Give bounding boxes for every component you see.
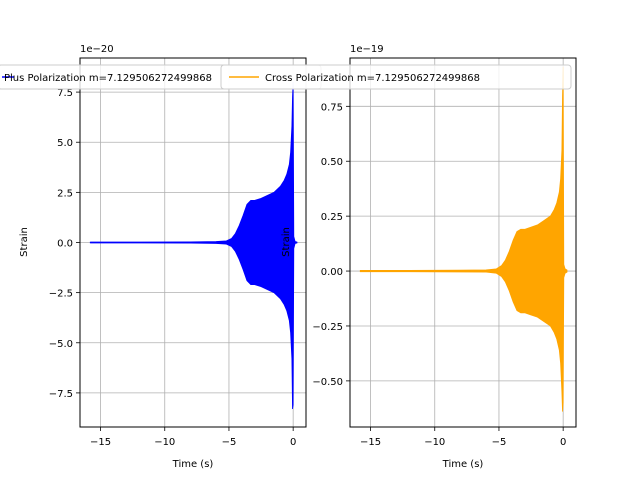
y-tick-label: 0.50 [321,157,343,168]
x-tick-label: 0 [560,437,566,448]
x-tick-label: −5 [222,437,237,448]
series-plus [89,82,298,410]
legend-box-cross [220,64,572,90]
y-tick-label: −7.5 [49,389,73,400]
x-axis-label-cross: Time (s) [442,459,484,470]
x-tick-label: −15 [360,437,381,448]
y-tick-label: 0.75 [321,102,343,113]
y-axis-label-plus: Strain [19,227,30,257]
legend-label-cross: Cross Polarization m=7.129506272499868 [265,73,480,84]
y-tick-label: −5.0 [49,339,73,350]
y-tick-label: −0.50 [312,377,343,388]
x-tick-label: 0 [290,437,296,448]
x-ticks-cross: −15 −10 −5 0 [360,427,566,448]
offset-label-plus: 1e−20 [80,44,114,55]
plot-cross: −15 −10 −5 0 −0.50 −0.25 0.00 0.25 0.50 0.75 Tim… [281,44,577,470]
x-tick-label: −10 [154,437,175,448]
legend-cross: Cross Polarization m=7.129506272499868 [220,64,572,90]
y-tick-label: 2.5 [57,188,73,199]
y-tick-label: 0.00 [321,267,343,278]
y-tick-label: 7.5 [57,88,73,99]
y-tick-label: 0.0 [57,239,73,250]
y-tick-label: 5.0 [57,138,73,149]
y-tick-label: −0.25 [312,322,343,333]
x-tick-label: −10 [424,437,445,448]
x-axis-label-plus: Time (s) [172,459,214,470]
x-tick-label: −15 [90,437,111,448]
x-tick-label: −5 [492,437,507,448]
series-cross [359,66,568,412]
plot-plus: −15 −10 −5 0 −7.5 −5.0 −2.5 0.0 2.5 5.0 7.5 Time … [19,44,307,470]
x-ticks-plus: −15 −10 −5 0 [90,427,296,448]
legend-label-plus: Plus Polarization m=7.129506272499868 [4,73,212,84]
y-ticks-plus: −7.5 −5.0 −2.5 0.0 2.5 5.0 7.5 [49,88,80,400]
plot-frame-cross [349,57,577,428]
y-ticks-cross: −0.50 −0.25 0.00 0.25 0.50 0.75 [312,102,350,388]
y-axis-label-cross: Strain [281,227,292,257]
y-tick-label: −2.5 [49,289,73,300]
series-area [359,66,568,412]
y-tick-label: 0.25 [321,212,343,223]
offset-label-cross: 1e−19 [350,44,384,55]
